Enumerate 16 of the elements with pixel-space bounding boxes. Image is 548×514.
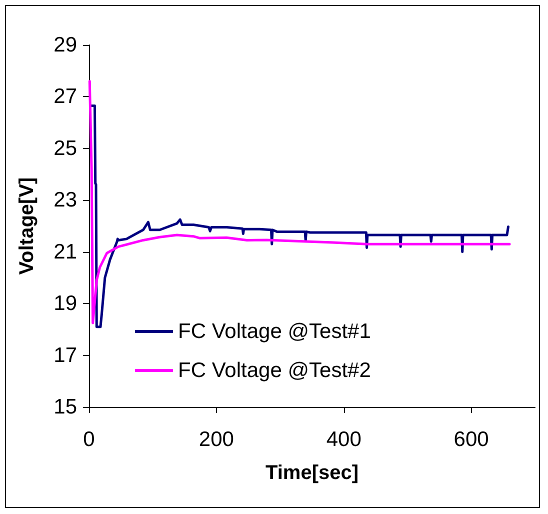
y-tick-label: 19 [54, 292, 77, 316]
x-tick-label: 0 [83, 428, 95, 451]
y-tick-label: 17 [54, 344, 77, 367]
x-tick-label: 600 [454, 428, 489, 451]
legend-label: FC Voltage @Test#1 [178, 320, 371, 343]
y-tick-label: 27 [54, 85, 77, 108]
x-tick-label: 200 [198, 428, 234, 451]
y-tick-label: 15 [54, 396, 77, 418]
x-tick-label: 400 [326, 428, 362, 451]
y-tick-label: 23 [54, 188, 77, 212]
y-tick-label: 21 [54, 240, 77, 264]
y-axis-title: Voltage[V] [16, 177, 38, 275]
y-tick-label: 25 [54, 136, 77, 160]
legend-label: FC Voltage @Test#2 [178, 359, 371, 382]
y-tick-label: 29 [54, 34, 77, 56]
x-axis-title: Time[sec] [265, 462, 359, 484]
